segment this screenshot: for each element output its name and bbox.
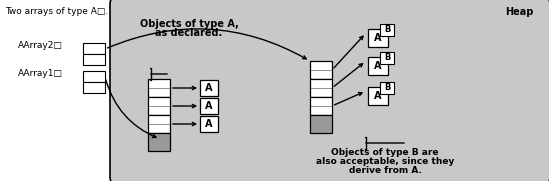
- Text: A: A: [205, 101, 213, 111]
- Bar: [148, 97, 170, 115]
- Text: A: A: [205, 119, 213, 129]
- Bar: [368, 29, 388, 47]
- Bar: [83, 54, 105, 65]
- Text: derive from A.: derive from A.: [349, 166, 422, 175]
- Text: AArray1□: AArray1□: [18, 70, 63, 79]
- Text: B: B: [384, 26, 390, 35]
- Text: as declared.: as declared.: [155, 28, 223, 38]
- Text: also acceptable, since they: also acceptable, since they: [316, 157, 454, 166]
- Bar: [148, 115, 170, 133]
- Bar: [148, 79, 170, 97]
- Text: A: A: [205, 83, 213, 93]
- Bar: [310, 97, 332, 115]
- Bar: [380, 52, 394, 64]
- Text: A: A: [374, 33, 382, 43]
- FancyBboxPatch shape: [110, 0, 549, 181]
- Text: Objects of type B are: Objects of type B are: [331, 148, 439, 157]
- Bar: [380, 24, 394, 36]
- Text: A: A: [374, 91, 382, 101]
- Bar: [368, 57, 388, 75]
- Bar: [310, 61, 332, 79]
- Text: Two arrays of type A□.: Two arrays of type A□.: [5, 7, 108, 16]
- Text: A: A: [374, 61, 382, 71]
- Bar: [148, 133, 170, 151]
- Text: AArray2□: AArray2□: [18, 41, 63, 50]
- Bar: [83, 71, 105, 82]
- Text: Objects of type A,: Objects of type A,: [139, 19, 238, 29]
- Bar: [200, 116, 218, 132]
- Bar: [200, 98, 218, 114]
- Text: B: B: [384, 54, 390, 62]
- Text: B: B: [384, 83, 390, 92]
- Bar: [83, 82, 105, 93]
- Bar: [368, 87, 388, 105]
- Bar: [200, 80, 218, 96]
- Bar: [83, 43, 105, 54]
- Text: Heap: Heap: [506, 7, 534, 17]
- Bar: [380, 82, 394, 94]
- Bar: [310, 115, 332, 133]
- Bar: [310, 79, 332, 97]
